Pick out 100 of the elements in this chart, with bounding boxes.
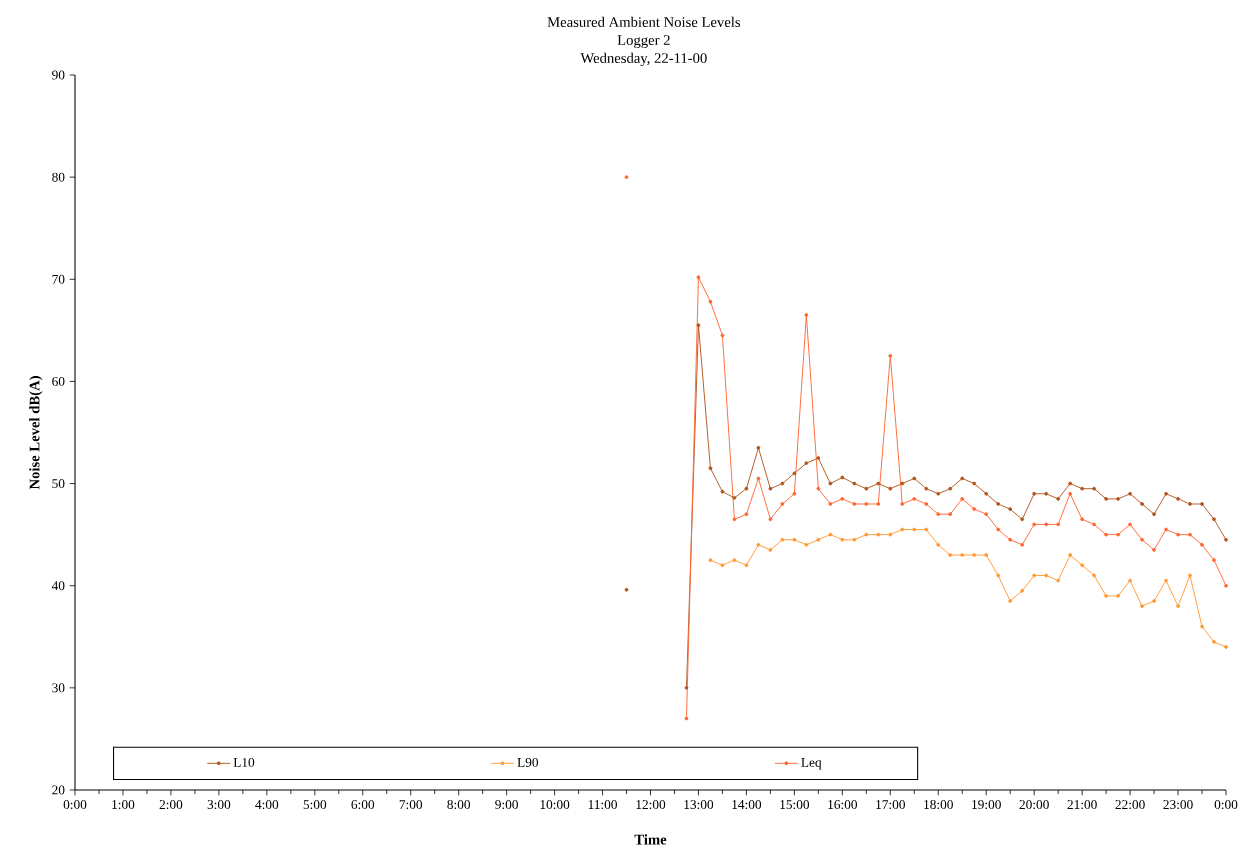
point <box>744 512 749 517</box>
point <box>984 512 989 517</box>
point <box>1020 542 1025 547</box>
point <box>888 353 893 358</box>
point <box>768 517 773 522</box>
point <box>1056 496 1061 501</box>
point <box>780 481 785 486</box>
point <box>1032 573 1037 578</box>
point <box>816 456 821 460</box>
point <box>1164 491 1168 496</box>
point <box>1008 507 1013 512</box>
point <box>972 481 977 486</box>
point <box>624 587 629 592</box>
point <box>900 527 905 532</box>
point <box>756 445 761 450</box>
point <box>960 476 965 481</box>
x-tick-label: 12:00 <box>636 800 666 810</box>
point <box>804 461 809 466</box>
point <box>972 507 977 512</box>
point <box>780 537 785 542</box>
point <box>876 502 881 506</box>
point <box>972 553 977 557</box>
point <box>744 563 749 568</box>
point <box>948 486 953 491</box>
point <box>1044 573 1049 578</box>
y-tick-label: 90 <box>52 70 65 80</box>
point <box>1200 542 1204 547</box>
text: Wednesday, 22-11-00 <box>580 52 707 67</box>
point <box>1152 599 1156 603</box>
point <box>792 471 797 476</box>
y-tick-label: 30 <box>52 683 65 693</box>
point <box>1212 558 1216 563</box>
point <box>684 716 689 721</box>
point <box>936 512 941 517</box>
point <box>696 275 701 280</box>
point <box>804 313 809 317</box>
x-tick-label: 6:00 <box>351 800 375 810</box>
point <box>1152 512 1156 517</box>
point <box>1056 522 1061 527</box>
point <box>924 486 929 491</box>
point <box>804 542 809 547</box>
point <box>708 558 713 563</box>
point <box>1092 573 1097 578</box>
point <box>732 495 737 500</box>
x-tick-label: 5:00 <box>303 800 327 810</box>
legend-label: L10 <box>233 757 255 767</box>
x-tick-label: 19:00 <box>972 800 1001 810</box>
point <box>1128 578 1133 583</box>
point <box>720 563 725 568</box>
y-tick-label: 40 <box>51 581 65 591</box>
point <box>1044 522 1049 527</box>
point <box>924 502 929 506</box>
point <box>768 486 773 491</box>
point <box>840 537 845 542</box>
x-tick-label: 23:00 <box>1163 800 1193 810</box>
point <box>1224 537 1228 542</box>
y-tick-label: 60 <box>52 376 65 386</box>
y-tick-label: 20 <box>52 785 65 795</box>
point <box>1068 481 1073 486</box>
x-axis-title: Time <box>634 834 667 845</box>
point <box>984 491 989 496</box>
point <box>1140 604 1145 609</box>
point <box>1092 522 1097 527</box>
point <box>1056 578 1061 583</box>
x-tick-label: 17:00 <box>876 800 905 810</box>
point <box>876 481 881 486</box>
point <box>756 476 761 481</box>
point <box>864 486 869 491</box>
point <box>1032 491 1037 496</box>
point <box>936 542 941 547</box>
x-tick-label: 20:00 <box>1019 800 1049 810</box>
point <box>624 175 629 180</box>
point <box>1032 522 1037 527</box>
y-tick-label: 50 <box>52 479 65 489</box>
point <box>852 481 857 486</box>
point <box>996 527 1001 532</box>
y-tick-label: 80 <box>52 172 65 182</box>
point <box>708 299 713 304</box>
x-tick-label: 0:00 <box>63 800 87 810</box>
point <box>936 491 941 496</box>
legend-label: L90 <box>517 757 539 767</box>
point <box>1116 593 1121 598</box>
x-tick-label: 4:00 <box>255 800 279 810</box>
point <box>1212 639 1216 644</box>
point <box>1080 563 1085 568</box>
y-tick-label: 70 <box>52 274 65 284</box>
x-tick-label: 11:00 <box>588 800 617 810</box>
point <box>960 496 965 501</box>
point <box>852 537 857 542</box>
x-tick-label: 18:00 <box>924 800 953 810</box>
point <box>1200 502 1204 506</box>
point <box>912 527 917 532</box>
point <box>1092 486 1097 491</box>
point <box>1008 537 1013 542</box>
point <box>1044 491 1049 496</box>
chart-subtitle: Logger 2 <box>617 35 670 49</box>
point <box>1068 553 1073 557</box>
point <box>984 553 989 557</box>
point <box>732 517 737 522</box>
point <box>900 502 905 506</box>
